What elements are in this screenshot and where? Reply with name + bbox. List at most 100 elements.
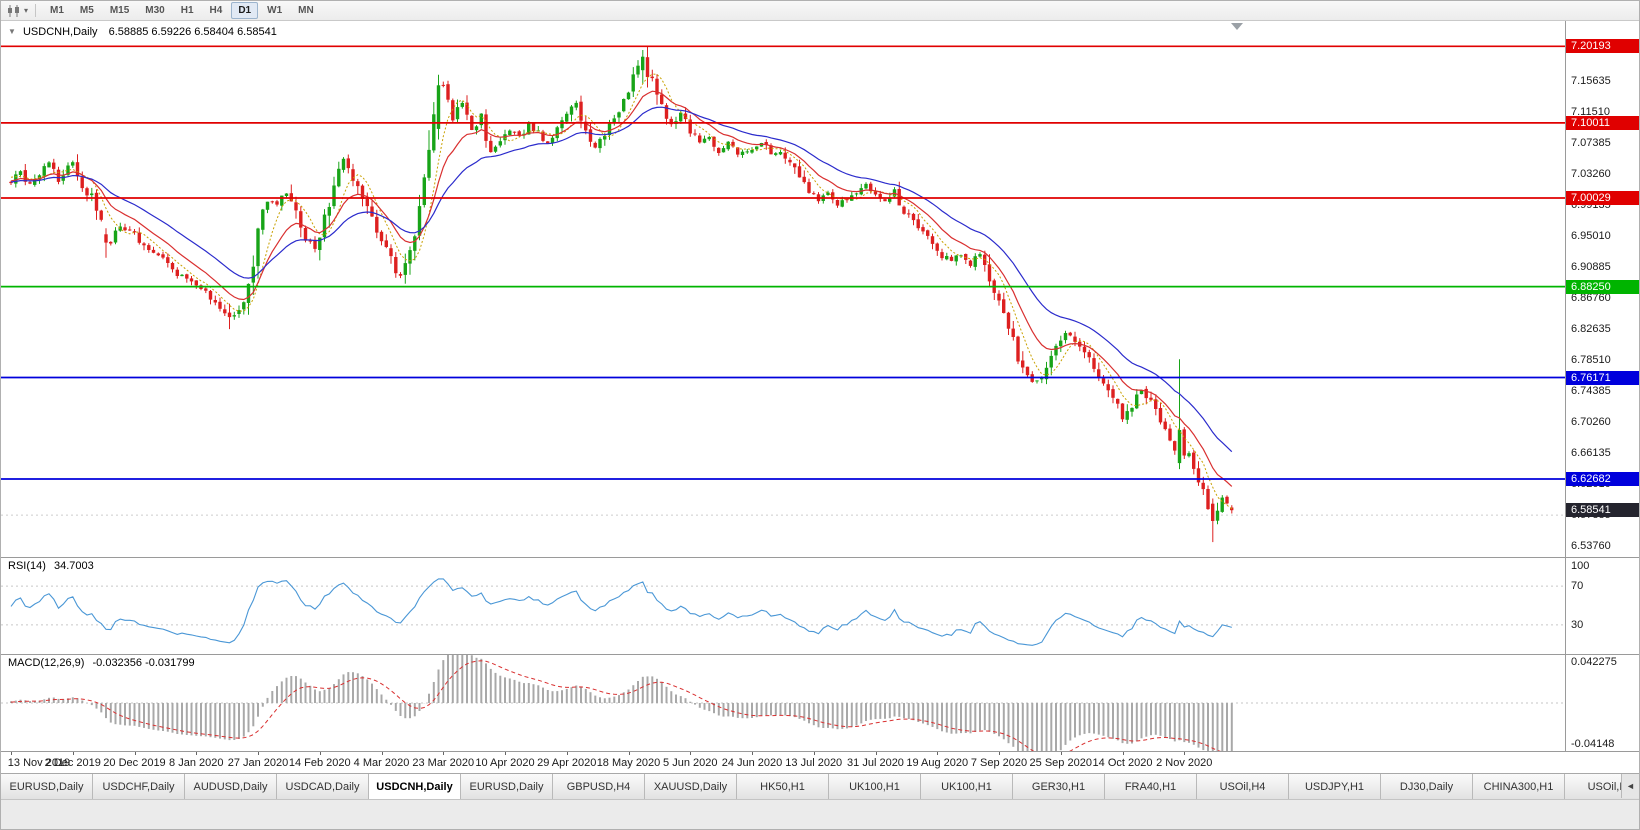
macd-name: MACD(12,26,9) <box>8 657 85 669</box>
chart-tab-china300-16[interactable]: CHINA300,H1 <box>1473 774 1565 799</box>
date-axis-tick <box>1122 751 1124 755</box>
date-axis-tick <box>11 751 12 755</box>
chart-title: ▼ USDCNH,Daily 6.58885 6.59226 6.58404 6… <box>8 26 277 38</box>
date-axis-label: 4 Mar 2020 <box>353 757 410 769</box>
date-axis-label: 10 Apr 2020 <box>475 757 535 769</box>
timeframe-toolbar: ▾ M1 M5 M15 M30 H1 H4 D1 W1 MN <box>1 1 1639 21</box>
price-axis-tick: 7.03260 <box>1571 167 1611 180</box>
timeframe-button-h1[interactable]: H1 <box>174 2 201 19</box>
price-axis-tick: 7.15635 <box>1571 74 1611 87</box>
chart-ohlc-values: 6.58885 6.59226 6.58404 6.58541 <box>108 26 277 38</box>
date-axis-label: 8 Jan 2020 <box>169 757 224 769</box>
macd-current-values: -0.032356 -0.031799 <box>92 657 195 669</box>
price-axis-tick: 6.70260 <box>1571 416 1611 428</box>
date-axis-label: 14 Oct 2020 <box>1092 757 1153 769</box>
timeframe-button-m30[interactable]: M30 <box>138 2 171 19</box>
chart-tab-ger30-11[interactable]: GER30,H1 <box>1013 774 1105 799</box>
price-axis-tick: 6.86760 <box>1571 291 1611 304</box>
price-axis-tick: 6.74385 <box>1571 384 1611 397</box>
price-axis-tick: 6.90885 <box>1571 260 1611 273</box>
date-axis-tick <box>937 751 939 755</box>
date-axis-tick <box>196 751 198 755</box>
chart-tab-usdjpy-14[interactable]: USDJPY,H1 <box>1289 774 1381 799</box>
pane-separator-macd[interactable] <box>1 654 1639 655</box>
chart-tab-dj30-15[interactable]: DJ30,Daily <box>1381 774 1473 799</box>
timeframe-button-m15[interactable]: M15 <box>103 2 136 19</box>
status-bar <box>1 799 1639 829</box>
price-line-badge: 7.10011 <box>1566 115 1639 130</box>
date-axis-label: 27 Jan 2020 <box>227 757 289 769</box>
chart-tab-audusd-2[interactable]: AUDUSD,Daily <box>185 774 277 799</box>
macd-axis-top-label: 0.042275 <box>1571 656 1617 668</box>
chart-type-icon[interactable] <box>5 4 23 18</box>
timeframe-button-m1[interactable]: M1 <box>43 2 71 19</box>
toolbar-separator <box>35 4 37 17</box>
chart-tab-xauusd-7[interactable]: XAUUSD,Daily <box>645 774 737 799</box>
price-line-badge: 7.20193 <box>1566 39 1639 54</box>
rsi-axis-label: 30 <box>1571 618 1584 631</box>
date-axis-tick <box>875 751 877 755</box>
price-axis-tick: 6.53760 <box>1571 540 1611 553</box>
chart-tab-gbpusd-6[interactable]: GBPUSD,H4 <box>553 774 645 799</box>
macd-indicator-pane[interactable] <box>1 654 1640 751</box>
chart-tab-fra40-12[interactable]: FRA40,H1 <box>1105 774 1197 799</box>
date-axis-label: 14 Feb 2020 <box>288 757 351 769</box>
chart-tab-usdcad-3[interactable]: USDCAD,Daily <box>277 774 369 799</box>
rsi-indicator-pane[interactable] <box>1 557 1640 654</box>
chart-tab-usdcnh-4[interactable]: USDCNH,Daily <box>369 774 461 799</box>
date-axis-label: 23 Mar 2020 <box>412 757 475 769</box>
date-axis-tick <box>72 751 74 755</box>
date-axis-label: 18 May 2020 <box>596 757 661 769</box>
chart-tab-usdchf-1[interactable]: USDCHF,Daily <box>93 774 185 799</box>
candlestick-glyph <box>8 4 19 17</box>
price-line-badge: 6.76171 <box>1566 370 1639 385</box>
date-axis-tick <box>566 751 568 755</box>
timeframe-button-m5[interactable]: M5 <box>73 2 101 19</box>
date-axis-label: 19 Aug 2020 <box>906 757 969 769</box>
date-axis-tick <box>813 751 815 755</box>
timeframe-button-d1[interactable]: D1 <box>231 2 259 19</box>
timeframe-button-h4[interactable]: H4 <box>203 2 230 19</box>
chart-tab-eurusd-0[interactable]: EURUSD,Daily <box>1 774 93 799</box>
rsi-current-value: 34.7003 <box>53 560 94 572</box>
date-axis-label: 13 Jul 2020 <box>785 757 843 769</box>
pane-separator-rsi[interactable] <box>1 557 1639 558</box>
chart-tab-eurusd-5[interactable]: EURUSD,Daily <box>461 774 553 799</box>
price-axis-tick: 7.11510 <box>1571 105 1610 118</box>
date-axis-label: 2 Dec 2019 <box>44 757 101 769</box>
price-axis-tick: 6.82635 <box>1571 322 1611 335</box>
date-axis-tick <box>1060 751 1062 755</box>
date-axis-label: 31 Jul 2020 <box>847 757 904 769</box>
price-line-badge: 7.00029 <box>1566 190 1639 205</box>
pane-separator-dates <box>1 751 1639 752</box>
chart-tab-uk100-9[interactable]: UK100,H1 <box>829 774 921 799</box>
price-axis-border <box>1565 21 1566 751</box>
timeframe-button-w1[interactable]: W1 <box>260 2 289 19</box>
chart-tab-uk100-10[interactable]: UK100,H1 <box>921 774 1013 799</box>
chart-dropdown-caret-icon[interactable]: ▾ <box>24 6 29 15</box>
one-click-trading-arrow-icon[interactable]: ▼ <box>8 27 16 36</box>
rsi-axis-label: 100 <box>1571 560 1590 572</box>
chart-tab-usoil-13[interactable]: USOil,H4 <box>1197 774 1289 799</box>
date-axis-tick <box>134 751 136 755</box>
rsi-axis-label: 70 <box>1571 580 1584 593</box>
date-axis-label: 20 Dec 2019 <box>103 757 166 769</box>
rsi-indicator-label: RSI(14) 34.7003 <box>8 560 94 572</box>
timeframe-button-mn[interactable]: MN <box>291 2 321 19</box>
date-axis-tick <box>258 751 259 755</box>
date-axis-label: 2 Nov 2020 <box>1156 757 1213 769</box>
date-axis-label: 5 Jun 2020 <box>663 757 718 769</box>
date-axis-tick <box>690 751 692 755</box>
date-axis-tick <box>505 751 506 755</box>
date-axis-tick <box>999 751 1000 755</box>
macd-axis-bottom-label: -0.04148 <box>1571 738 1615 750</box>
date-axis-tick <box>319 751 321 755</box>
chart-tab-hk50-8[interactable]: HK50,H1 <box>737 774 829 799</box>
bid-price-badge: 6.58541 <box>1566 503 1639 518</box>
main-price-chart[interactable] <box>1 21 1640 557</box>
macd-indicator-label: MACD(12,26,9) -0.032356 -0.031799 <box>8 657 195 669</box>
tab-scroll-left-button[interactable]: ◄ <box>1621 774 1639 798</box>
date-axis-label: 13 Nov 2019 <box>7 757 71 769</box>
chart-tab-bar: EURUSD,Daily USDCHF,Daily AUDUSD,Daily USDC… <box>1 773 1639 799</box>
